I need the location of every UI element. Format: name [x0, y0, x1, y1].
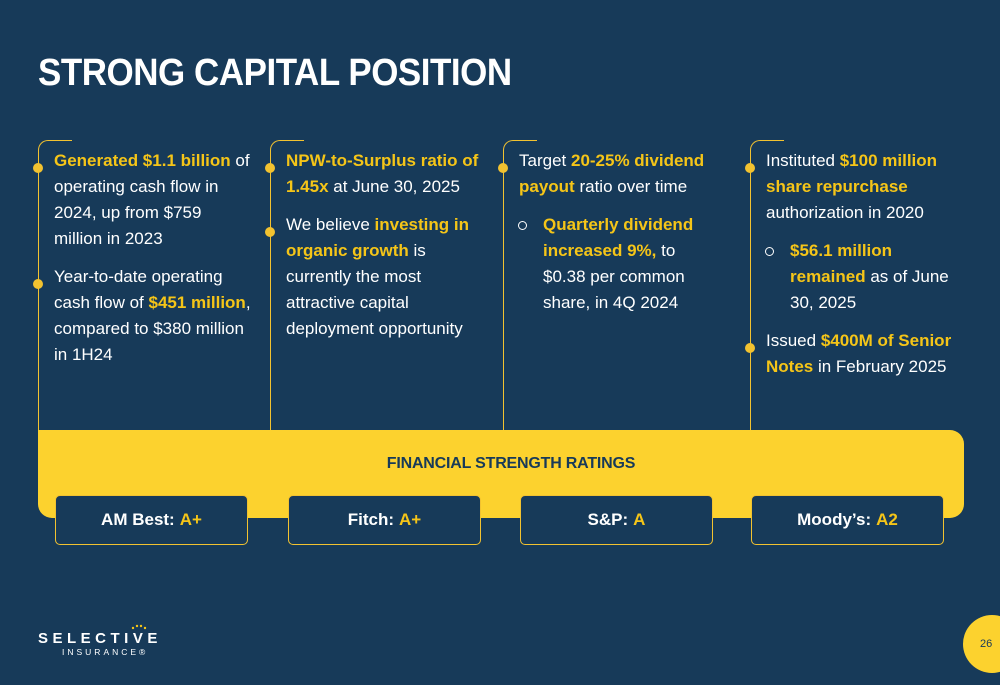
bullet-dot-icon [745, 163, 755, 173]
highlight-text: investing in organic growth [286, 215, 469, 260]
ratings-title: FINANCIAL STRENGTH RATINGS [386, 455, 636, 472]
highlight-text: $100 million share repurchase [766, 151, 938, 196]
bullet-item: NPW-to-Surplus ratio of 1.45x at June 30… [265, 148, 485, 200]
body-text: We believe [286, 215, 375, 234]
body-text: in February 2025 [813, 357, 947, 376]
body-text: of operating cash flow in 2024, up from … [54, 151, 250, 248]
rating-fitch: Fitch: A+ [288, 495, 481, 545]
rating-moodys: Moody’s: A2 [751, 495, 944, 545]
bullet-dot-icon [265, 163, 275, 173]
page-number: 26 [963, 615, 1000, 673]
bullet-item: Generated $1.1 billion of operating cash… [33, 148, 253, 252]
bullet-item: Year-to-date operating cash flow of $451… [33, 264, 253, 368]
column-dividend: Target 20-25% dividend payout ratio over… [498, 140, 718, 430]
column-npw-surplus: NPW-to-Surplus ratio of 1.45x at June 30… [265, 140, 485, 430]
rating-agency: S&P: [587, 510, 629, 529]
rating-agency: Moody’s: [797, 510, 872, 529]
rating-value: A2 [876, 510, 898, 529]
highlight-text: $56.1 million remained [790, 241, 893, 286]
logo-wordmark: SELECTIVE [38, 630, 162, 647]
body-text: ratio over time [574, 177, 688, 196]
bullet-item: Instituted $100 million share repurchase… [745, 148, 965, 226]
column-share-repurchase: Instituted $100 million share repurchase… [745, 140, 965, 430]
highlight-text: Quarterly dividend increased 9%, [543, 215, 694, 260]
body-text: Instituted [766, 151, 840, 170]
highlight-text: NPW-to-Surplus ratio of 1.45x [286, 151, 479, 196]
hollow-circle-icon [518, 221, 527, 230]
body-text: to $0.38 per common share, in 4Q 2024 [543, 241, 685, 312]
bullet-dot-icon [498, 163, 508, 173]
sub-bullet: Quarterly dividend increased 9%, to $0.3… [503, 212, 718, 316]
highlight-text: $400M of Senior Notes [766, 331, 952, 376]
rating-am-best: AM Best: A+ [55, 495, 248, 545]
body-text: Year-to-date operating cash flow of [54, 267, 223, 312]
company-logo: SELECTIVE INSURANCE® [38, 624, 162, 657]
highlight-text: 20-25% dividend payout [519, 151, 705, 196]
column-operating-cash-flow: Generated $1.1 billion of operating cash… [33, 140, 253, 430]
logo-subtext: INSURANCE® [62, 647, 149, 657]
hollow-circle-icon [765, 247, 774, 256]
rating-agency: AM Best: [101, 510, 175, 529]
body-text: at June 30, 2025 [328, 177, 460, 196]
highlight-text: Generated $1.1 billion [54, 151, 231, 170]
highlight-text: $451 million [148, 293, 246, 312]
bullet-dot-icon [265, 227, 275, 237]
bullet-dot-icon [745, 343, 755, 353]
sub-bullet: $56.1 million remained as of June 30, 20… [750, 238, 965, 316]
bullet-item: Issued $400M of Senior Notes in February… [745, 328, 965, 380]
bullet-item: We believe investing in organic growth i… [265, 212, 485, 342]
body-text: Issued [766, 331, 821, 350]
bullet-dot-icon [33, 279, 43, 289]
bullet-dot-icon [33, 163, 43, 173]
body-text: authorization in 2020 [766, 203, 924, 222]
body-text: Target [519, 151, 571, 170]
bullet-item: Target 20-25% dividend payout ratio over… [498, 148, 718, 200]
rating-value: A+ [179, 510, 202, 529]
body-text: , compared to $380 million in 1H24 [54, 293, 251, 364]
rating-sp: S&P: A [520, 495, 713, 545]
logo-dots-icon [131, 624, 147, 630]
body-text: is currently the most attractive capital… [286, 241, 463, 338]
page-title: STRONG CAPITAL POSITION [38, 52, 512, 94]
rating-agency: Fitch: [347, 510, 395, 529]
rating-value: A+ [399, 510, 422, 529]
rating-value: A [633, 510, 646, 529]
body-text: as of June 30, 2025 [790, 267, 949, 312]
